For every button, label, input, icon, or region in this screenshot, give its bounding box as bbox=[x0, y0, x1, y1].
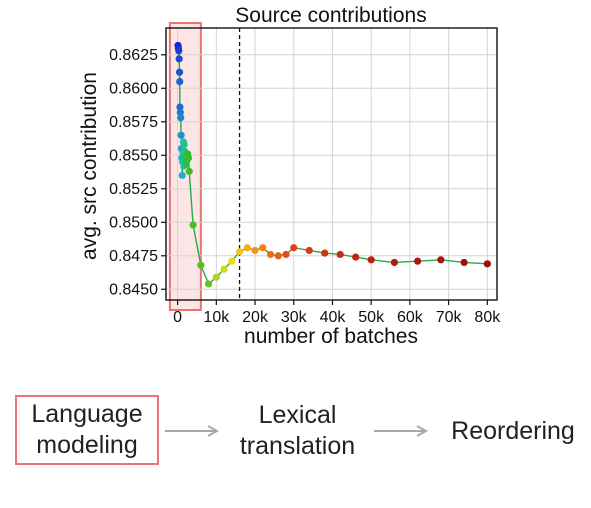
data-point bbox=[336, 250, 344, 259]
data-point bbox=[367, 256, 375, 264]
data-point bbox=[197, 261, 205, 269]
chart-title: Source contributions bbox=[235, 4, 426, 27]
data-point bbox=[290, 244, 298, 252]
reordering-step-label: Reordering bbox=[451, 417, 575, 445]
data-point bbox=[176, 77, 184, 86]
data-point bbox=[178, 171, 186, 179]
x-tick-label: 20k bbox=[242, 309, 269, 326]
data-point bbox=[177, 114, 185, 122]
data-point bbox=[243, 244, 251, 252]
data-point bbox=[220, 265, 228, 273]
x-tick-label: 70k bbox=[436, 309, 463, 326]
data-point bbox=[235, 248, 244, 256]
data-point bbox=[251, 246, 259, 255]
data-point bbox=[259, 244, 267, 252]
data-point bbox=[228, 257, 236, 265]
x-tick-label: 50k bbox=[358, 309, 385, 326]
data-point bbox=[175, 55, 183, 63]
y-tick-label: 0.8450 bbox=[109, 281, 158, 298]
data-point bbox=[414, 257, 422, 265]
data-point bbox=[266, 250, 275, 259]
data-point bbox=[274, 252, 282, 260]
data-point bbox=[204, 280, 213, 288]
y-tick-label: 0.8475 bbox=[109, 248, 158, 265]
data-point bbox=[437, 256, 445, 264]
source-contributions-chart: 0 10k 20k 30k 40k 50k 60k 70k 80k 0.8450 0.8475 0.8… bbox=[78, 4, 501, 348]
x-axis-label: number of batches bbox=[244, 325, 418, 348]
data-point bbox=[180, 140, 188, 149]
data-point bbox=[212, 273, 220, 281]
x-tick-label: 60k bbox=[397, 309, 424, 326]
data-point bbox=[184, 154, 193, 162]
language-modeling-step-label: Language modeling bbox=[31, 400, 143, 459]
data-point bbox=[305, 246, 313, 255]
data-point bbox=[189, 221, 197, 229]
grid-layer bbox=[166, 28, 497, 300]
data-point bbox=[175, 68, 184, 76]
language-modeling-step-box: Language modeling bbox=[15, 395, 159, 465]
y-tick-label: 0.8625 bbox=[109, 47, 158, 64]
x-tick-label: 40k bbox=[320, 309, 347, 326]
series-layer bbox=[174, 41, 491, 288]
data-point bbox=[177, 131, 185, 139]
y-tick-label: 0.8575 bbox=[109, 114, 158, 131]
data-point bbox=[483, 260, 491, 268]
arrow-right-icon bbox=[165, 425, 220, 437]
plot-frame bbox=[165, 27, 498, 301]
y-tick-label: 0.8550 bbox=[109, 147, 158, 164]
lexical-translation-step-label: Lexical translation bbox=[239, 401, 356, 460]
x-tick-label: 0 bbox=[173, 309, 182, 326]
x-tick-label: 10k bbox=[203, 309, 230, 326]
y-axis-label: avg. src contribution bbox=[78, 72, 101, 260]
data-point bbox=[352, 253, 360, 261]
data-point bbox=[460, 258, 468, 267]
x-tick-label: 30k bbox=[281, 309, 308, 326]
data-point bbox=[175, 47, 183, 55]
y-tick-label: 0.8600 bbox=[109, 80, 158, 97]
y-tick-label: 0.8500 bbox=[109, 214, 158, 231]
data-point bbox=[176, 108, 184, 117]
data-point bbox=[390, 258, 399, 267]
data-point bbox=[282, 250, 290, 259]
x-tick-label: 80k bbox=[474, 309, 501, 326]
y-tick-label: 0.8525 bbox=[109, 181, 158, 198]
data-point bbox=[185, 167, 193, 175]
tick-layer: 0 10k 20k 30k 40k 50k 60k 70k 80k 0.8450 0.8475 0.8… bbox=[109, 47, 501, 326]
data-point bbox=[321, 249, 329, 257]
data-point bbox=[176, 103, 184, 111]
arrow-right-icon bbox=[374, 425, 429, 437]
